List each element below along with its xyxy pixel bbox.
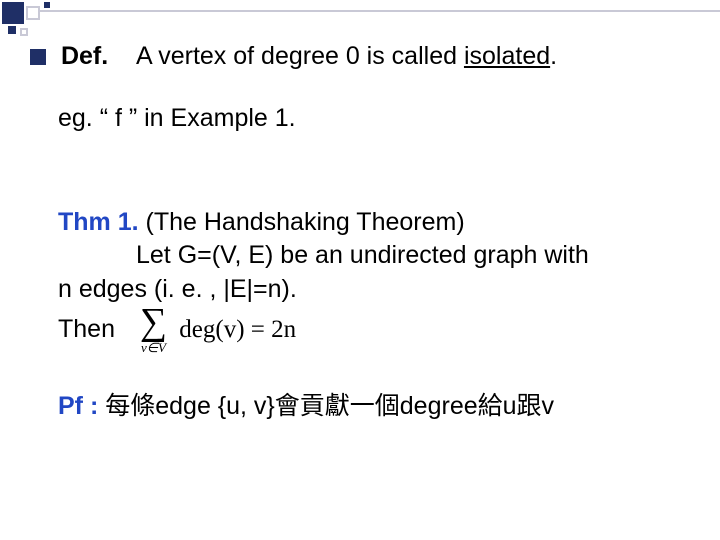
then-label: Then: [58, 315, 115, 343]
example-text: eg. “ f ” in Example 1.: [58, 104, 296, 132]
pf-label: Pf :: [58, 392, 98, 420]
handshake-formula: ∑ v∈V deg(v) = 2n: [140, 307, 296, 354]
proof-row: Pf : 每條edge {u, v}會貢獻一個degree給u跟v: [58, 390, 690, 424]
def-text-suffix: .: [550, 42, 557, 70]
thm-title: (The Handshaking Theorem): [139, 208, 465, 236]
header-rule: [40, 10, 720, 12]
sigma-symbol: ∑: [140, 301, 167, 343]
theorem-line4: Then ∑ v∈V deg(v) = 2n: [58, 307, 690, 354]
bullet-icon: [30, 49, 46, 65]
def-label: Def.: [61, 42, 108, 70]
theorem-line2: Let G=(V, E) be an undirected graph with: [136, 239, 690, 273]
definition-row: Def. A vertex of degree 0 is called isol…: [30, 40, 690, 74]
thm-label: Thm 1.: [58, 208, 139, 236]
theorem-block: Thm 1. (The Handshaking Theorem) Let G=(…: [58, 206, 690, 354]
def-text-prefix: A vertex of degree 0 is called: [136, 42, 464, 70]
theorem-line1: Thm 1. (The Handshaking Theorem): [58, 206, 690, 240]
example-row: eg. “ f ” in Example 1.: [58, 102, 690, 136]
def-underlined: isolated: [464, 42, 550, 70]
slide-content: Def. A vertex of degree 0 is called isol…: [30, 40, 690, 424]
def-spacer: [115, 42, 136, 70]
sigma-subscript: v∈V: [140, 341, 167, 354]
formula-body: deg(v) = 2n: [179, 313, 296, 347]
pf-text: 每條edge {u, v}會貢獻一個degree給u跟v: [98, 392, 554, 420]
